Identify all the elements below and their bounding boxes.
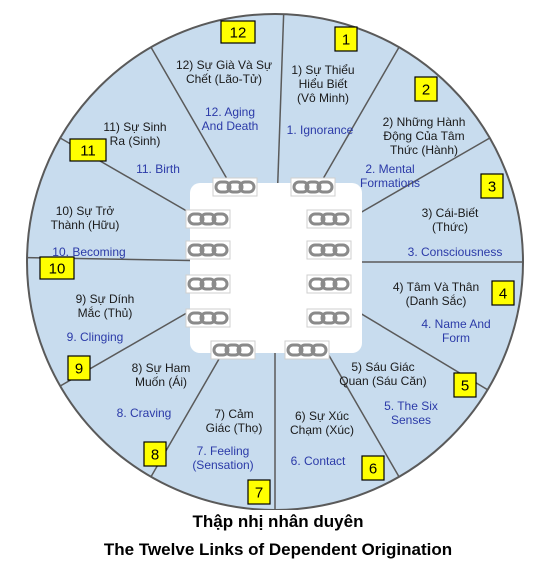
link-1-vietnamese-label: Hiểu Biết <box>299 77 348 91</box>
link-2-vietnamese-label: 2) Những Hành <box>383 115 466 129</box>
link-10-vietnamese-label: Thành (Hữu) <box>51 218 120 232</box>
sector-divider <box>342 137 491 224</box>
link-9-vietnamese-label: 9) Sự Dính <box>76 292 135 306</box>
link-4-english-label: 4. Name And <box>421 317 490 331</box>
svg-text:6: 6 <box>369 461 377 478</box>
svg-text:5: 5 <box>461 378 469 395</box>
link-8-vietnamese-label: Muốn (Ái) <box>135 374 187 389</box>
link-6-vietnamese-label: 6) Sự Xúc <box>295 409 349 423</box>
sector-divider <box>313 46 400 195</box>
link-12-vietnamese-label: Chết (Lão-Tử) <box>186 72 262 86</box>
link-4-vietnamese-label: 4) Tâm Và Thân <box>393 280 479 294</box>
chain-link-icon <box>185 308 231 328</box>
badge-number-1: 1 <box>334 26 358 52</box>
link-11-english-label: 11. Birth <box>136 162 180 176</box>
link-10-vietnamese-label: 10) Sự Trở <box>56 204 115 218</box>
svg-text:11: 11 <box>80 143 96 160</box>
link-8-vietnamese-label: 8) Sự Ham <box>132 361 191 375</box>
link-7-english-label: 7. Feeling <box>197 444 250 458</box>
link-3-vietnamese-label: 3) Cái-Biết <box>422 206 479 220</box>
title-english: The Twelve Links of Dependent Originatio… <box>103 540 453 559</box>
badge-number-7: 7 <box>247 479 271 505</box>
link-2-vietnamese-label: Động Của Tâm <box>383 129 464 143</box>
badge-number-5: 5 <box>453 372 477 398</box>
link-9-vietnamese-label: Mắc (Thủ) <box>78 305 133 320</box>
link-2-english-label: 2. Mental <box>365 162 414 176</box>
badge-number-4: 4 <box>491 280 515 306</box>
link-5-vietnamese-label: 5) Sáu Giác <box>351 360 414 374</box>
link-2-vietnamese-label: Thức (Hành) <box>390 143 458 157</box>
link-7-vietnamese-label: Giác (Thọ) <box>206 421 263 435</box>
chain-link-icon <box>185 274 231 294</box>
badge-number-11: 11 <box>69 138 107 162</box>
link-12-english-label: 12. Aging <box>205 105 255 119</box>
svg-text:2: 2 <box>422 82 430 99</box>
link-5-english-label: 5. The Six <box>384 399 438 413</box>
chain-link-icon <box>212 177 258 197</box>
link-9-english-label: 9. Clinging <box>67 330 124 344</box>
badge-number-10: 10 <box>39 256 75 280</box>
wheel-sectors <box>26 13 524 510</box>
link-3-english-label: 3. Consciousness <box>408 245 503 259</box>
link-7-vietnamese-label: 7) Cảm <box>214 407 253 421</box>
chain-icons <box>185 177 352 360</box>
badge-number-2: 2 <box>414 76 438 102</box>
sector-divider <box>150 46 237 195</box>
link-12-vietnamese-label: 12) Sự Già Và Sự <box>176 58 272 72</box>
badge-number-12: 12 <box>220 20 256 44</box>
chain-link-icon <box>306 274 352 294</box>
svg-text:7: 7 <box>255 485 263 502</box>
chain-link-icon <box>290 177 336 197</box>
chain-link-icon <box>306 308 352 328</box>
svg-text:1: 1 <box>342 32 350 49</box>
link-10-english-label: 10. Becoming <box>52 245 125 259</box>
svg-text:9: 9 <box>75 361 83 378</box>
title-vietnamese: Thập nhị nhân duyên <box>192 512 364 531</box>
badge-number-6: 6 <box>361 455 385 481</box>
link-4-vietnamese-label: (Danh Sắc) <box>406 293 467 308</box>
link-5-vietnamese-label: Quan (Sáu Căn) <box>339 374 426 388</box>
badge-number-9: 9 <box>67 355 91 381</box>
link-7-english-label: (Sensation) <box>192 458 253 472</box>
chain-link-icon <box>306 209 352 229</box>
chain-link-icon <box>306 240 352 260</box>
link-2-english-label: Formations <box>360 176 420 190</box>
link-11-vietnamese-label: 11) Sự Sinh <box>103 120 166 134</box>
svg-text:12: 12 <box>230 25 247 42</box>
link-12-english-label: And Death <box>202 119 259 133</box>
badge-number-3: 3 <box>480 173 504 199</box>
link-5-english-label: Senses <box>391 413 431 427</box>
svg-text:8: 8 <box>151 447 159 464</box>
chain-link-icon <box>284 340 330 360</box>
link-1-vietnamese-label: (Vô Minh) <box>297 91 349 105</box>
link-6-vietnamese-label: Chạm (Xúc) <box>290 423 354 437</box>
chain-link-icon <box>185 209 231 229</box>
link-1-vietnamese-label: 1) Sự Thiểu <box>291 63 354 77</box>
badge-number-8: 8 <box>143 441 167 467</box>
link-1-english-label: 1. Ignorance <box>287 123 354 137</box>
svg-text:3: 3 <box>488 179 496 196</box>
link-3-vietnamese-label: (Thức) <box>432 220 468 234</box>
svg-text:10: 10 <box>49 261 66 278</box>
chain-link-icon <box>185 240 231 260</box>
link-4-english-label: Form <box>442 331 470 345</box>
link-11-vietnamese-label: Ra (Sinh) <box>110 134 161 148</box>
svg-text:4: 4 <box>499 286 507 303</box>
link-8-english-label: 8. Craving <box>117 406 172 420</box>
sector-divider <box>276 14 285 185</box>
chain-link-icon <box>210 340 256 360</box>
link-6-english-label: 6. Contact <box>291 454 346 468</box>
